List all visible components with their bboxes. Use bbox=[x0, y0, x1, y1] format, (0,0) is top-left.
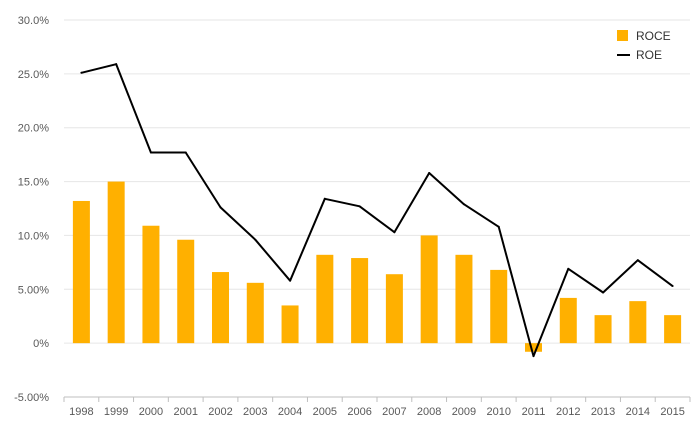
legend-roce-swatch bbox=[617, 30, 628, 41]
roe-point bbox=[428, 171, 431, 174]
roe-point bbox=[393, 231, 396, 234]
roe-point bbox=[671, 285, 674, 288]
roce-bar bbox=[490, 269, 508, 344]
roe-point bbox=[462, 203, 465, 206]
x-tick-label: 2015 bbox=[660, 406, 684, 418]
roce-bar bbox=[142, 225, 160, 344]
x-tick-label: 2005 bbox=[313, 406, 337, 418]
roe-point bbox=[80, 71, 83, 74]
x-tick-label: 2012 bbox=[556, 406, 580, 418]
roce-bar bbox=[420, 235, 438, 344]
roe-point bbox=[149, 151, 152, 154]
roe-line-series bbox=[80, 63, 674, 358]
y-axis-tick-labels: 30.0% 25.0% 20.0% 15.0% 10.0% 5.00% 0% -5.00% bbox=[14, 15, 49, 404]
roce-bar bbox=[525, 343, 542, 352]
roce-bar bbox=[629, 301, 647, 344]
gridlines bbox=[64, 19, 690, 398]
y-tick-label: 20.0% bbox=[18, 123, 49, 135]
x-tick-label: 2002 bbox=[208, 406, 232, 418]
roce-bar bbox=[385, 274, 403, 344]
roce-bar bbox=[107, 181, 125, 344]
legend-roce-label: ROCE bbox=[636, 29, 671, 43]
roe-point bbox=[567, 267, 570, 270]
x-tick-label: 2006 bbox=[347, 406, 371, 418]
roce-bar bbox=[281, 305, 299, 344]
roe-point bbox=[219, 206, 222, 209]
roe-point bbox=[602, 291, 605, 294]
x-tick-label: 2013 bbox=[591, 406, 615, 418]
roe-point bbox=[184, 151, 187, 154]
roce-bar bbox=[455, 254, 473, 344]
roce-bar bbox=[177, 239, 195, 344]
roe-point bbox=[115, 63, 118, 66]
roe-point bbox=[636, 259, 639, 262]
x-tick-label: 2000 bbox=[139, 406, 163, 418]
roce-bars bbox=[72, 181, 682, 352]
roce-bar bbox=[594, 315, 612, 344]
roce-bar bbox=[316, 254, 334, 344]
x-tick-label: 2009 bbox=[452, 406, 476, 418]
roce-bar bbox=[351, 258, 369, 344]
x-tick-label: 2010 bbox=[486, 406, 510, 418]
x-tick-label: 2003 bbox=[243, 406, 267, 418]
roce-bar bbox=[664, 315, 682, 344]
roe-point bbox=[358, 205, 361, 208]
roe-point bbox=[497, 225, 500, 228]
legend-roe-label: ROE bbox=[636, 48, 662, 62]
x-axis-tick-labels: 1998 1999 2000 2001 2002 2003 2004 2005 2006 2007… bbox=[69, 406, 685, 418]
roe-line bbox=[81, 63, 674, 358]
x-tick-label: 2001 bbox=[173, 406, 197, 418]
x-tick-label: 2014 bbox=[626, 406, 650, 418]
roe-point bbox=[532, 355, 535, 358]
roce-bar bbox=[246, 282, 264, 344]
y-tick-label: -5.00% bbox=[14, 392, 49, 404]
y-tick-label: 10.0% bbox=[18, 230, 49, 242]
x-tick-label: 2007 bbox=[382, 406, 406, 418]
x-tick-label: 1999 bbox=[104, 406, 128, 418]
y-tick-label: 5.00% bbox=[18, 284, 49, 296]
roe-point bbox=[323, 197, 326, 200]
x-tick-label: 2011 bbox=[522, 406, 546, 418]
roe-point bbox=[289, 279, 292, 282]
x-axis bbox=[63, 396, 691, 402]
x-tick-label: 1998 bbox=[69, 406, 93, 418]
roce-bar bbox=[559, 297, 577, 344]
roce-bar bbox=[72, 200, 90, 344]
y-tick-label: 15.0% bbox=[18, 177, 49, 189]
x-tick-label: 2008 bbox=[417, 406, 441, 418]
roe-point bbox=[254, 238, 257, 241]
y-tick-label: 0% bbox=[33, 338, 49, 350]
legend: ROCE ROE bbox=[617, 29, 671, 62]
x-tick-label: 2004 bbox=[278, 406, 302, 418]
roce-bar bbox=[212, 272, 229, 344]
y-tick-label: 25.0% bbox=[18, 69, 49, 81]
y-tick-label: 30.0% bbox=[18, 15, 49, 27]
